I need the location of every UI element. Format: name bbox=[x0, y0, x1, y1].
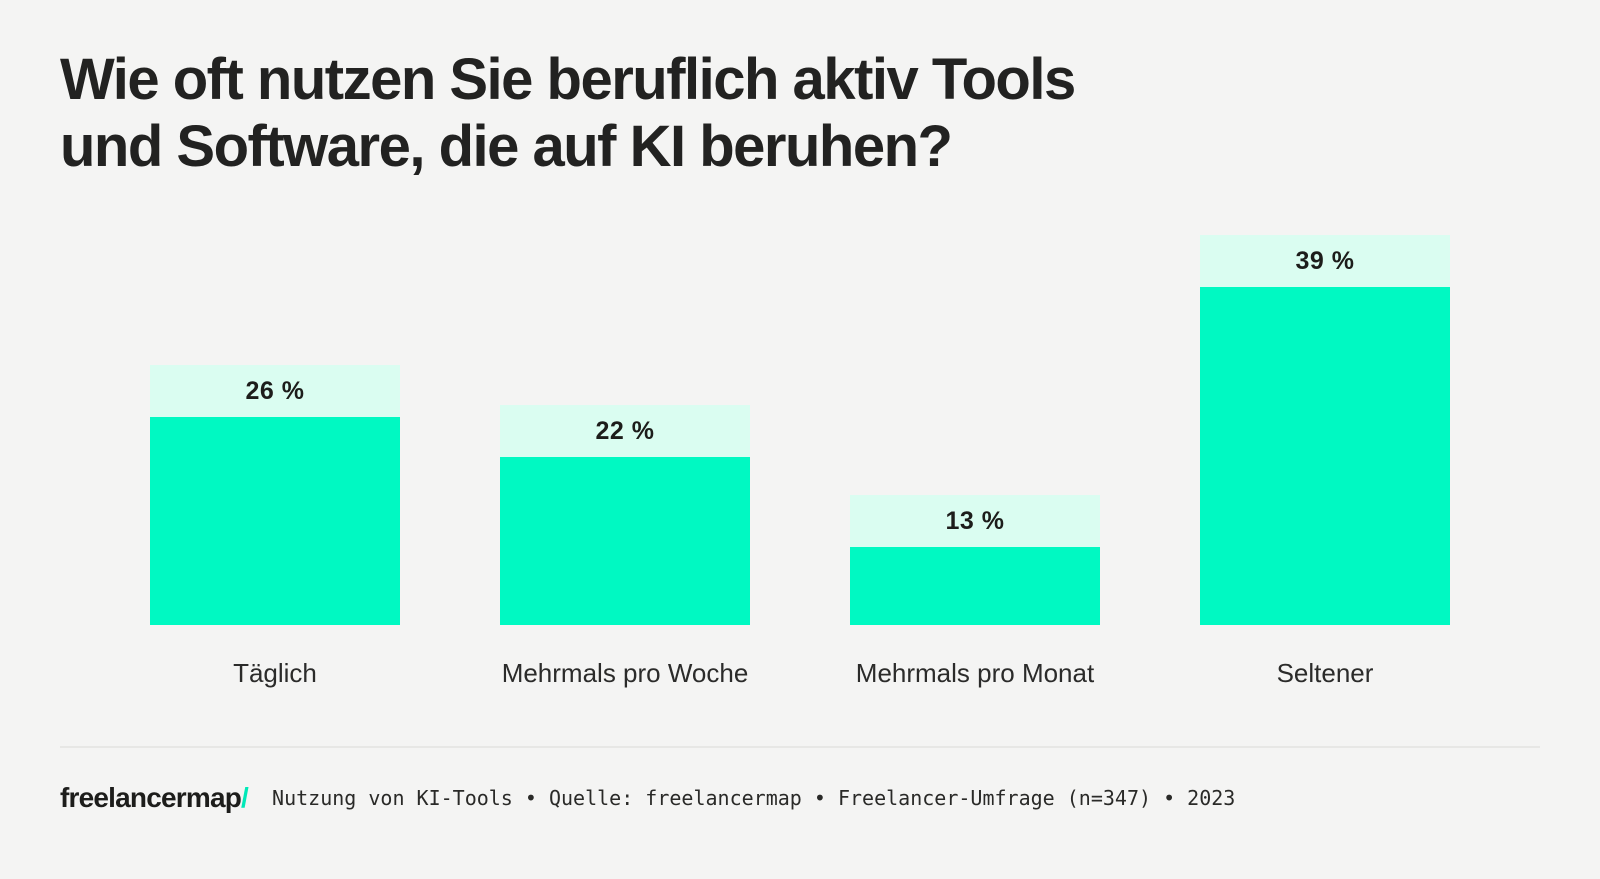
category-label-taeglich: Täglich bbox=[233, 658, 317, 688]
bar-fill bbox=[850, 547, 1100, 625]
bar-value-label: 26 % bbox=[150, 365, 400, 417]
category-label-mehrmals-pro-monat: Mehrmals pro Monat bbox=[855, 658, 1095, 688]
bar-column-mehrmals-pro-monat: 13 % bbox=[850, 495, 1100, 625]
bar-value-label: 39 % bbox=[1200, 235, 1450, 287]
bar-fill bbox=[150, 417, 400, 625]
logo-slash-icon: / bbox=[241, 782, 249, 813]
logo-wordmark: freelancermap bbox=[60, 782, 242, 813]
category-label-seltener: Seltener bbox=[1276, 658, 1374, 688]
freelancermap-logo: freelancermap/ bbox=[60, 782, 249, 814]
footer-divider bbox=[60, 746, 1540, 748]
category-label-mehrmals-pro-woche: Mehrmals pro Woche bbox=[501, 658, 749, 688]
bar-chart: 26 % 22 % 13 % 39 % bbox=[150, 235, 1450, 625]
bar-fill bbox=[500, 457, 750, 625]
page-title: Wie oft nutzen Sie beruflich aktiv Tools… bbox=[60, 46, 1460, 180]
bar-value-label: 22 % bbox=[500, 405, 750, 457]
page-title-line1: Wie oft nutzen Sie beruflich aktiv Tools bbox=[60, 47, 1076, 112]
footer: freelancermap/ Nutzung von KI-Tools • Qu… bbox=[60, 776, 1235, 820]
bar-value-label: 13 % bbox=[850, 495, 1100, 547]
source-caption: Nutzung von KI-Tools • Quelle: freelance… bbox=[272, 786, 1236, 810]
bar-column-taeglich: 26 % bbox=[150, 365, 400, 625]
bar-column-mehrmals-pro-woche: 22 % bbox=[500, 405, 750, 625]
page-title-line2: und Software, die auf KI beruhen? bbox=[60, 114, 953, 179]
bar-column-seltener: 39 % bbox=[1200, 235, 1450, 625]
bar-fill bbox=[1200, 287, 1450, 625]
category-axis: Täglich Mehrmals pro Woche Mehrmals pro … bbox=[150, 656, 1450, 690]
